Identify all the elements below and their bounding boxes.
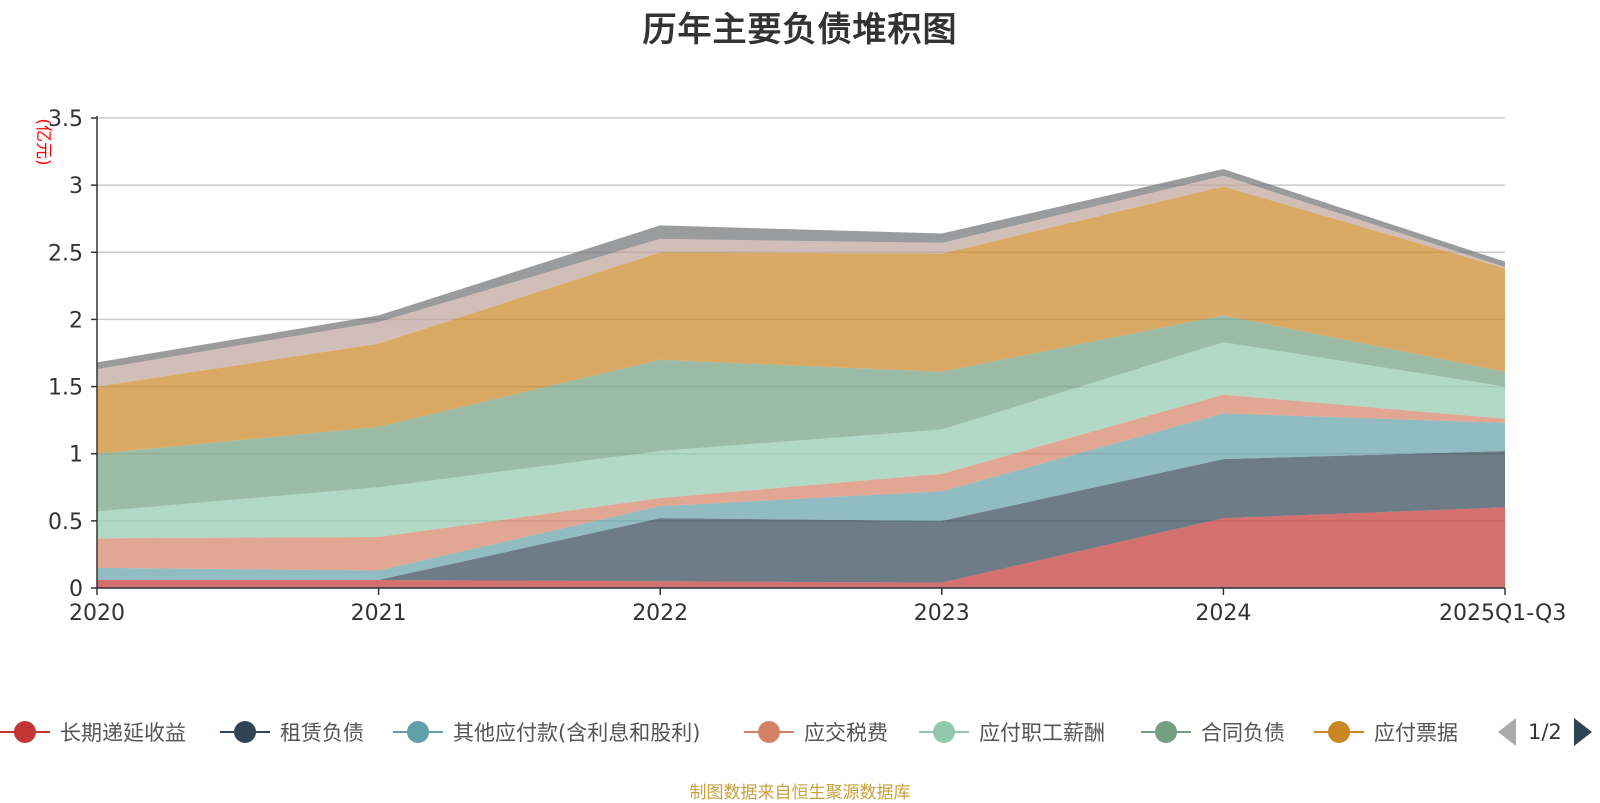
x-tick-label: 2020 (69, 601, 125, 626)
legend-label: 应付职工薪酬 (979, 717, 1105, 747)
source-note: 制图数据来自恒生聚源数据库 (0, 778, 1600, 803)
legend-item[interactable]: 租赁负债 (220, 712, 364, 752)
x-tick-label: 2023 (914, 601, 970, 626)
legend-page-indicator: 1/2 (1528, 720, 1562, 744)
legend-item[interactable]: 其他应付款(含利息和股利) (393, 712, 700, 752)
legend: 长期递延收益 租赁负债 其他应付款(含利息和股利) 应交税费 应付职工薪酬 合同负债 应付票… (0, 712, 1600, 752)
legend-marker-icon (220, 720, 270, 744)
legend-next-page-icon[interactable] (1574, 718, 1592, 746)
legend-marker-icon (1141, 720, 1191, 744)
y-tick-label: 1.5 (48, 376, 83, 401)
legend-pager: 1/2 (1498, 712, 1592, 752)
legend-items: 长期递延收益 租赁负债 其他应付款(含利息和股利) 应交税费 应付职工薪酬 合同负债 应付票… (0, 712, 1475, 752)
legend-marker-icon (0, 720, 50, 744)
y-axis-unit-label: (亿元) (33, 118, 53, 165)
y-tick-label: 2 (69, 308, 83, 333)
legend-item[interactable]: 应付职工薪酬 (919, 712, 1105, 752)
legend-marker-icon (919, 720, 969, 744)
y-tick-label: 0.5 (48, 510, 83, 535)
legend-label: 租赁负债 (280, 717, 364, 747)
legend-marker-icon (393, 720, 443, 744)
legend-item[interactable]: 长期递延收益 (0, 712, 186, 752)
x-tick-label: 2022 (632, 601, 688, 626)
y-tick-label: 3 (69, 174, 83, 199)
legend-label: 应付票据 (1374, 717, 1458, 747)
x-tick-label: 2024 (1195, 601, 1251, 626)
x-tick-label: 2025Q1-Q3 (1439, 601, 1566, 626)
y-tick-label: 1 (69, 443, 83, 468)
legend-label: 应交税费 (804, 717, 888, 747)
legend-item[interactable]: 应付票据 (1314, 712, 1458, 752)
legend-label: 长期递延收益 (60, 717, 186, 747)
legend-marker-icon (744, 720, 794, 744)
y-tick-label: 0 (69, 577, 83, 602)
x-tick-label: 2021 (351, 601, 407, 626)
legend-prev-page-icon[interactable] (1498, 718, 1516, 746)
y-tick-label: 2.5 (48, 241, 83, 266)
legend-marker-icon (1314, 720, 1364, 744)
legend-item[interactable]: 应交税费 (744, 712, 888, 752)
area-series (97, 169, 1505, 588)
legend-label: 合同负债 (1201, 717, 1285, 747)
legend-label: 其他应付款(含利息和股利) (453, 717, 700, 747)
legend-item[interactable]: 合同负债 (1141, 712, 1285, 752)
